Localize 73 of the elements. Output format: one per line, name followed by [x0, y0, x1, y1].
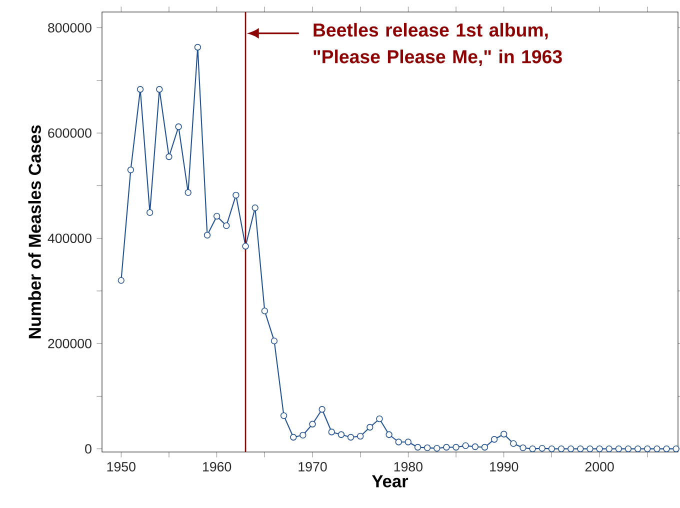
point	[577, 446, 584, 452]
point	[654, 446, 660, 452]
point	[395, 438, 402, 446]
point	[548, 446, 556, 452]
y-tick-label: 200000	[48, 338, 92, 348]
point	[118, 277, 124, 284]
point	[424, 444, 431, 452]
point	[232, 192, 240, 198]
point	[568, 446, 574, 452]
x-tick-label: 1960	[203, 462, 232, 472]
point	[490, 436, 498, 443]
point	[136, 86, 144, 93]
point	[615, 446, 622, 452]
x-tick-label: 1970	[298, 462, 327, 472]
point	[213, 212, 220, 220]
point	[309, 420, 316, 428]
x-axis-title: Year	[372, 475, 408, 488]
point	[472, 443, 478, 450]
point	[529, 446, 536, 452]
point	[586, 446, 594, 452]
point	[510, 440, 517, 447]
point	[452, 444, 460, 451]
y-tick-label: 600000	[48, 128, 92, 138]
point	[175, 123, 182, 130]
y-tick-label: 0	[85, 444, 92, 454]
point	[290, 434, 297, 441]
point	[434, 444, 440, 452]
point	[252, 204, 258, 212]
point	[156, 86, 163, 93]
point	[280, 412, 288, 420]
point	[127, 166, 134, 174]
point	[606, 446, 612, 452]
point	[624, 446, 632, 452]
point	[481, 444, 488, 451]
point	[538, 444, 546, 452]
point	[194, 44, 202, 51]
y-axis-title: Number of Measles Cases	[28, 125, 41, 338]
point	[204, 232, 211, 238]
x-tick-label: 2000	[585, 462, 614, 472]
y-tick-label: 400000	[48, 234, 92, 244]
point	[242, 242, 249, 250]
point	[520, 444, 526, 452]
point	[223, 222, 230, 230]
point	[663, 446, 670, 452]
point	[376, 416, 383, 422]
point	[166, 153, 172, 160]
point	[184, 189, 192, 196]
point	[386, 431, 392, 438]
point	[634, 446, 642, 452]
point	[261, 308, 268, 314]
point	[347, 434, 354, 441]
point	[357, 432, 364, 440]
point	[500, 430, 508, 438]
y-tick-label: 800000	[48, 23, 92, 33]
point	[558, 446, 565, 452]
point	[462, 442, 469, 450]
point	[404, 438, 412, 446]
point	[300, 432, 306, 438]
point	[414, 444, 422, 451]
point	[672, 446, 680, 452]
point	[270, 338, 278, 344]
point	[644, 446, 651, 452]
point	[338, 431, 345, 438]
point	[318, 406, 326, 413]
x-tick-label: 1990	[490, 462, 518, 472]
ref-line-label: Beetles release 1st album, "Please Please Me," in 1963	[314, 22, 562, 66]
point	[146, 209, 154, 216]
point	[443, 444, 450, 451]
x-tick-label: 1980	[394, 462, 422, 472]
x-tick-label: 1950	[107, 462, 136, 472]
point	[596, 446, 603, 452]
point	[328, 428, 335, 436]
point	[366, 424, 374, 431]
